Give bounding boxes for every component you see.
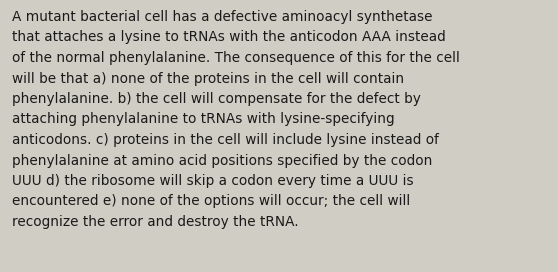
Text: UUU d) the ribosome will skip a codon every time a UUU is: UUU d) the ribosome will skip a codon ev… — [12, 174, 413, 188]
Text: attaching phenylalanine to tRNAs with lysine-specifying: attaching phenylalanine to tRNAs with ly… — [12, 113, 395, 126]
Text: recognize the error and destroy the tRNA.: recognize the error and destroy the tRNA… — [12, 215, 299, 229]
Text: phenylalanine. b) the cell will compensate for the defect by: phenylalanine. b) the cell will compensa… — [12, 92, 421, 106]
Text: encountered e) none of the options will occur; the cell will: encountered e) none of the options will … — [12, 194, 410, 209]
Text: A mutant bacterial cell has a defective aminoacyl synthetase: A mutant bacterial cell has a defective … — [12, 10, 432, 24]
Text: that attaches a lysine to tRNAs with the anticodon AAA instead: that attaches a lysine to tRNAs with the… — [12, 30, 446, 45]
Text: phenylalanine at amino acid positions specified by the codon: phenylalanine at amino acid positions sp… — [12, 153, 432, 168]
Text: anticodons. c) proteins in the cell will include lysine instead of: anticodons. c) proteins in the cell will… — [12, 133, 439, 147]
Text: will be that a) none of the proteins in the cell will contain: will be that a) none of the proteins in … — [12, 72, 404, 85]
Text: of the normal phenylalanine. The consequence of this for the cell: of the normal phenylalanine. The consequ… — [12, 51, 460, 65]
